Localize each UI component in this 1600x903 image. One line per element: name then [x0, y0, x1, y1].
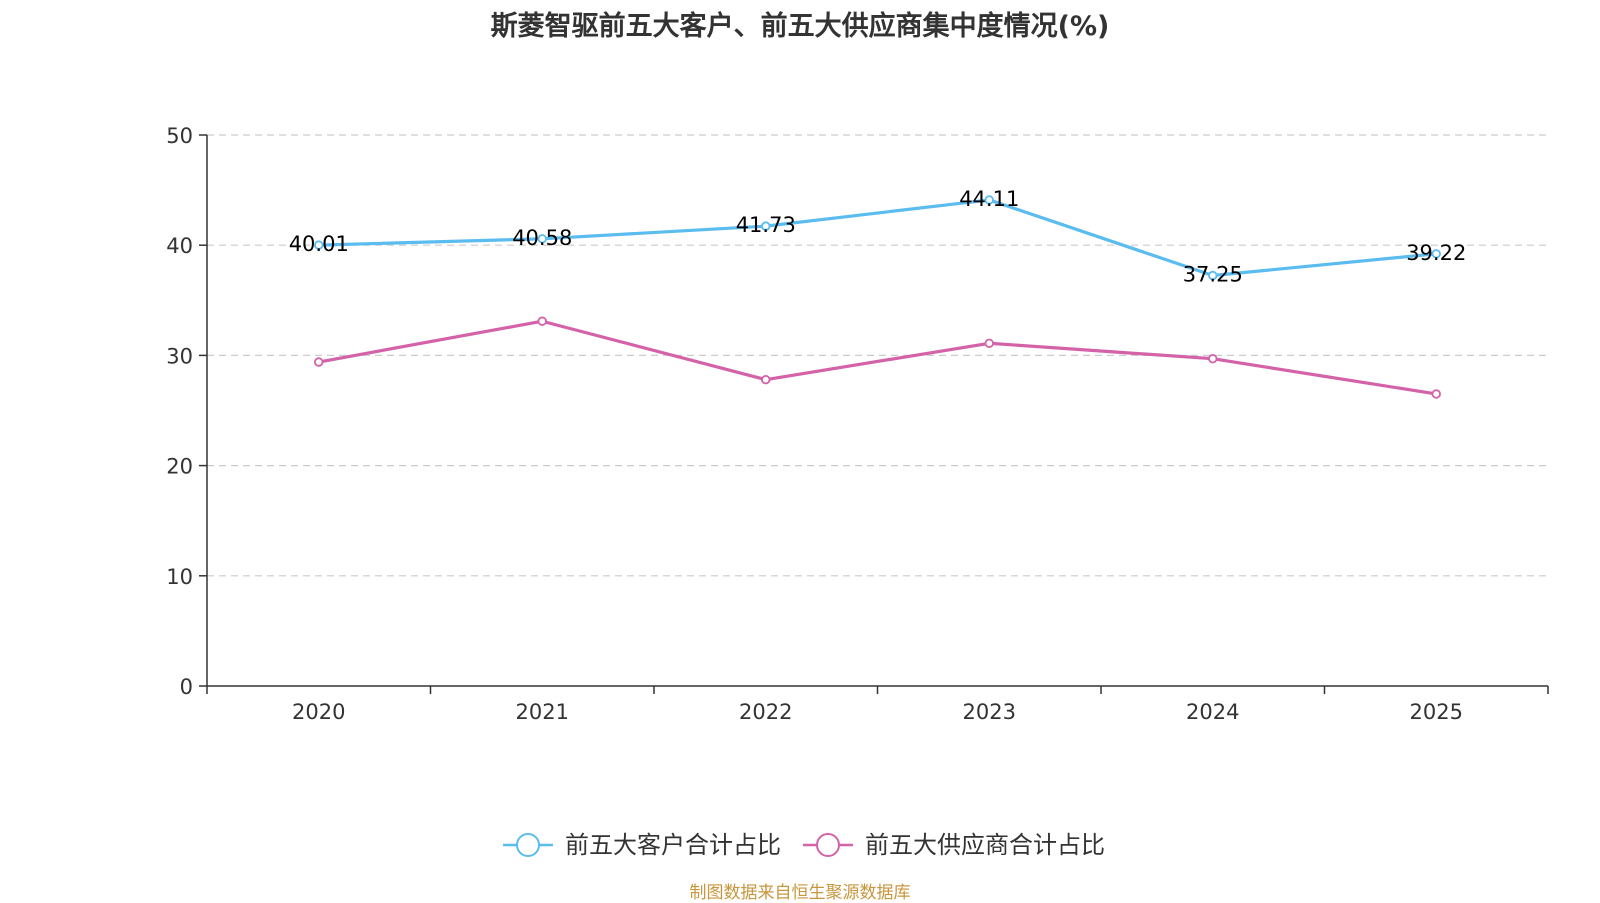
series-line-1: [318, 198, 1437, 278]
y-tick-label-10: 10: [166, 565, 193, 589]
data-point-s1-2025[interactable]: [1431, 249, 1441, 259]
y-tick-label-50: 50: [166, 124, 193, 148]
data-point-s2-2022[interactable]: [761, 374, 771, 385]
legend-item-2[interactable]: 前五大供应商合计占比: [803, 831, 1105, 859]
data-label-s1-2023: 44.11: [959, 187, 1019, 211]
data-labels: 40.01 40.58 41.73 44.11 37.25 39.22: [289, 187, 1467, 287]
data-point-s1-2022[interactable]: [761, 221, 771, 231]
legend-label-1: 前五大客户合计占比: [565, 831, 781, 859]
data-point-s1-2020[interactable]: [314, 240, 324, 250]
legend-marker-1: [516, 833, 540, 857]
legend-item-1[interactable]: 前五大客户合计占比: [503, 831, 781, 859]
legend[interactable]: 前五大客户合计占比 前五大供应商合计占比: [503, 831, 1105, 859]
y-tick-label-0: 0: [180, 675, 193, 699]
x-tick-label-2024: 2024: [1186, 700, 1239, 724]
legend-label-2: 前五大供应商合计占比: [865, 831, 1105, 859]
series: [314, 195, 1441, 399]
data-point-s2-2023[interactable]: [984, 338, 994, 348]
data-point-s1-2024[interactable]: [1208, 270, 1218, 281]
data-label-s1-2021: 40.58: [512, 226, 572, 250]
series-line-2: [318, 319, 1437, 396]
data-point-s2-2020[interactable]: [314, 357, 324, 367]
x-tick-label-2023: 2023: [963, 700, 1016, 724]
y-tick-label-20: 20: [166, 455, 193, 479]
data-point-s2-2021[interactable]: [537, 316, 547, 326]
data-point-s2-2025[interactable]: [1431, 389, 1441, 399]
gridlines: [207, 134, 1548, 577]
y-tick-label-40: 40: [166, 234, 193, 258]
data-point-s2-2024[interactable]: [1208, 354, 1218, 364]
data-point-s1-2023[interactable]: [984, 195, 994, 205]
source-note: 制图数据来自恒生聚源数据库: [689, 883, 911, 903]
x-tick-label-2025: 2025: [1410, 700, 1463, 724]
x-tick-label-2021: 2021: [516, 700, 569, 724]
data-label-s1-2022: 41.73: [736, 213, 796, 237]
data-point-s1-2021[interactable]: [537, 234, 547, 244]
x-tick-label-2020: 2020: [292, 700, 345, 724]
legend-marker-2: [816, 833, 840, 857]
data-label-s1-2025: 39.22: [1406, 241, 1466, 265]
x-tick-label-2022: 2022: [739, 700, 792, 724]
data-label-s1-2020: 40.01: [289, 232, 349, 256]
chart-title: 斯菱智驱前五大客户、前五大供应商集中度情况(%): [490, 11, 1110, 42]
data-label-s1-2024: 37.25: [1183, 263, 1243, 287]
y-tick-label-30: 30: [166, 344, 193, 368]
axes: 0 10 20 30 40 50 2020 2021 2022 2023 2024 2025: [166, 124, 1549, 724]
